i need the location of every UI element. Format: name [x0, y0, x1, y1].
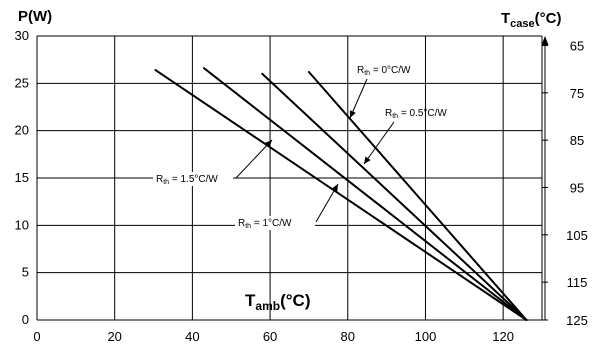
annotation-bg — [153, 172, 233, 186]
series-line-rth-1 — [203, 67, 528, 321]
x-tick-label: 0 — [33, 329, 40, 344]
arrow-icon — [364, 156, 371, 164]
annotation-label: Rth = 0.5°C/W — [385, 108, 447, 120]
y-right-tick-label: 75 — [570, 86, 584, 101]
series-lines — [154, 67, 528, 321]
y-left-ticks: 0 5 10 15 20 25 30 — [15, 28, 29, 327]
series-line-rth-1-5 — [154, 69, 528, 321]
y-left-tick-label: 25 — [15, 75, 29, 90]
y-right-tick-label: 125 — [566, 313, 588, 328]
annotation-rth-1: Rth = 1°C/W — [235, 183, 339, 230]
y-left-tick-label: 5 — [22, 265, 29, 280]
arrow-icon — [349, 110, 356, 118]
y-right-tick-label: 95 — [570, 180, 584, 195]
annotation-label: Rth = 1°C/W — [238, 218, 292, 230]
annotation-bg — [235, 216, 315, 230]
y-right-axis: 65 75 85 95 105 115 125 — [541, 36, 588, 328]
y-left-tick-label: 0 — [22, 312, 29, 327]
y-right-tick-label: 105 — [566, 228, 588, 243]
y-right-tick-label: 115 — [567, 275, 588, 290]
series-line-rth-0 — [307, 70, 528, 321]
y-left-tick-label: 15 — [15, 170, 29, 185]
annotation-rth-0: Rth = 0°C/W — [349, 65, 411, 119]
x-tick-label: 80 — [341, 329, 355, 344]
x-tick-label: 40 — [185, 329, 199, 344]
annotation-label: Rth = 0°C/W — [357, 65, 411, 77]
y-right-axis-label: Tcase(°C) — [501, 10, 561, 30]
y-right-axis-arrow-icon — [541, 36, 549, 45]
annotation-leader — [349, 78, 368, 119]
annotation-rth-0-5: Rth = 0.5°C/W — [363, 108, 447, 165]
series-annotations: Rth = 0°C/W Rth = 0.5°C/W Rth = 1°C/W Rth =… — [153, 65, 447, 230]
y-left-tick-label: 20 — [15, 123, 29, 138]
x-tick-label: 60 — [263, 329, 277, 344]
annotation-rth-1-5: Rth = 1.5°C/W — [153, 139, 273, 186]
x-tick-label: 20 — [107, 329, 121, 344]
x-tick-label: 120 — [492, 329, 514, 344]
x-ticks: 0 20 40 60 80 100 120 — [33, 329, 514, 344]
y-right-tick-label: 85 — [570, 133, 584, 148]
annotation-leader — [235, 139, 273, 179]
arrow-icon — [264, 140, 272, 148]
y-left-tick-label: 30 — [15, 28, 29, 43]
grid — [36, 35, 543, 321]
x-axis-label: Tamb(°C) — [245, 291, 310, 313]
y-left-tick-label: 10 — [15, 217, 29, 232]
y-right-tick-label: 65 — [570, 38, 584, 53]
y-left-axis-label: P(W) — [18, 8, 52, 25]
annotation-label: Rth = 1.5°C/W — [156, 174, 218, 186]
annotation-leader — [363, 121, 395, 165]
annotation-leader — [315, 183, 339, 223]
x-tick-label: 100 — [415, 329, 437, 344]
arrow-icon — [331, 184, 338, 192]
series-line-rth-0-5 — [261, 72, 528, 321]
